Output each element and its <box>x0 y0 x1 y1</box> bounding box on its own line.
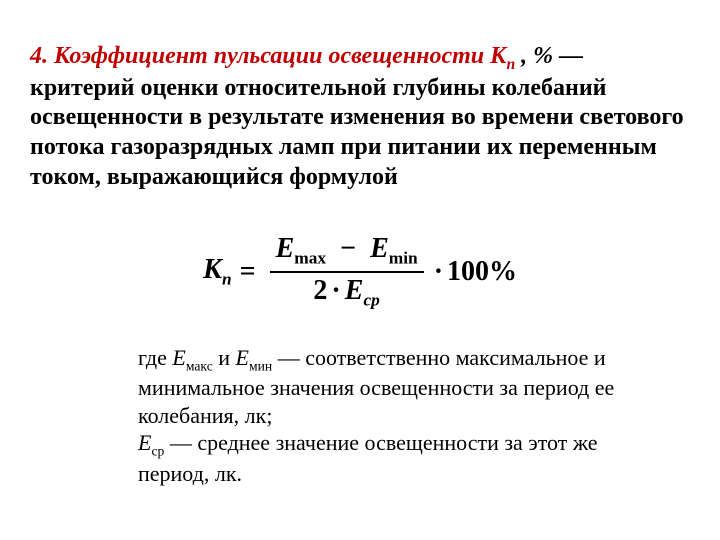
heading-number: 4. <box>30 43 48 69</box>
den-E: E <box>345 275 364 306</box>
den-sub: ср <box>363 290 379 309</box>
heading-symbol: К <box>490 43 506 69</box>
den-two: 2 <box>313 275 327 306</box>
formula: Кп = Emax − Emin 2·Eср ·100% <box>203 234 517 310</box>
explain-and: и <box>213 345 236 370</box>
fraction: Emax − Emin 2·Eср <box>270 234 424 310</box>
explain-line2: — среднее значение освещенности за этот … <box>138 430 598 485</box>
heading-tail: , % — <box>521 43 583 69</box>
den-dot: · <box>331 275 340 306</box>
formula-block: Кп = Emax − Emin 2·Eср ·100% <box>30 234 690 310</box>
fraction-numerator: Emax − Emin <box>270 234 424 268</box>
num-sub1: max <box>294 249 326 268</box>
fraction-bar <box>270 271 424 273</box>
explain-E1: Е <box>172 345 185 370</box>
fraction-denominator: 2·Eср <box>307 276 385 310</box>
heading-body: критерий оценки относительной глубины ко… <box>30 75 684 190</box>
explain-where: где <box>138 345 172 370</box>
explain-E2: Е <box>236 345 249 370</box>
definition-paragraph: 4. Коэффициент пульсации освещенности Кп… <box>30 42 690 192</box>
num-sub2: min <box>389 249 418 268</box>
heading-title: Коэффициент пульсации освещенности <box>54 43 484 69</box>
num-E1: E <box>276 233 295 264</box>
lhs-sub: п <box>222 270 232 289</box>
explain-sub-max: макс <box>186 358 213 373</box>
formula-lhs: Кп <box>203 254 232 290</box>
num-E2: E <box>370 233 389 264</box>
tail-dot: · <box>434 256 443 288</box>
explain-sub-sr: ср <box>151 443 164 458</box>
heading-lead: 4. Коэффициент пульсации освещенности Кп… <box>30 43 583 69</box>
num-minus: − <box>333 233 363 264</box>
heading-symbol-sub: п <box>506 56 515 73</box>
lhs-symbol: К <box>203 254 222 285</box>
explain-E3: Е <box>138 430 151 455</box>
explain-sub-min: мин <box>249 358 272 373</box>
tail-num: 100% <box>447 256 517 288</box>
equals-sign: = <box>240 256 256 288</box>
explanation-paragraph: где Емакс и Емин — соответственно максим… <box>138 344 630 487</box>
page: 4. Коэффициент пульсации освещенности Кп… <box>0 0 720 519</box>
